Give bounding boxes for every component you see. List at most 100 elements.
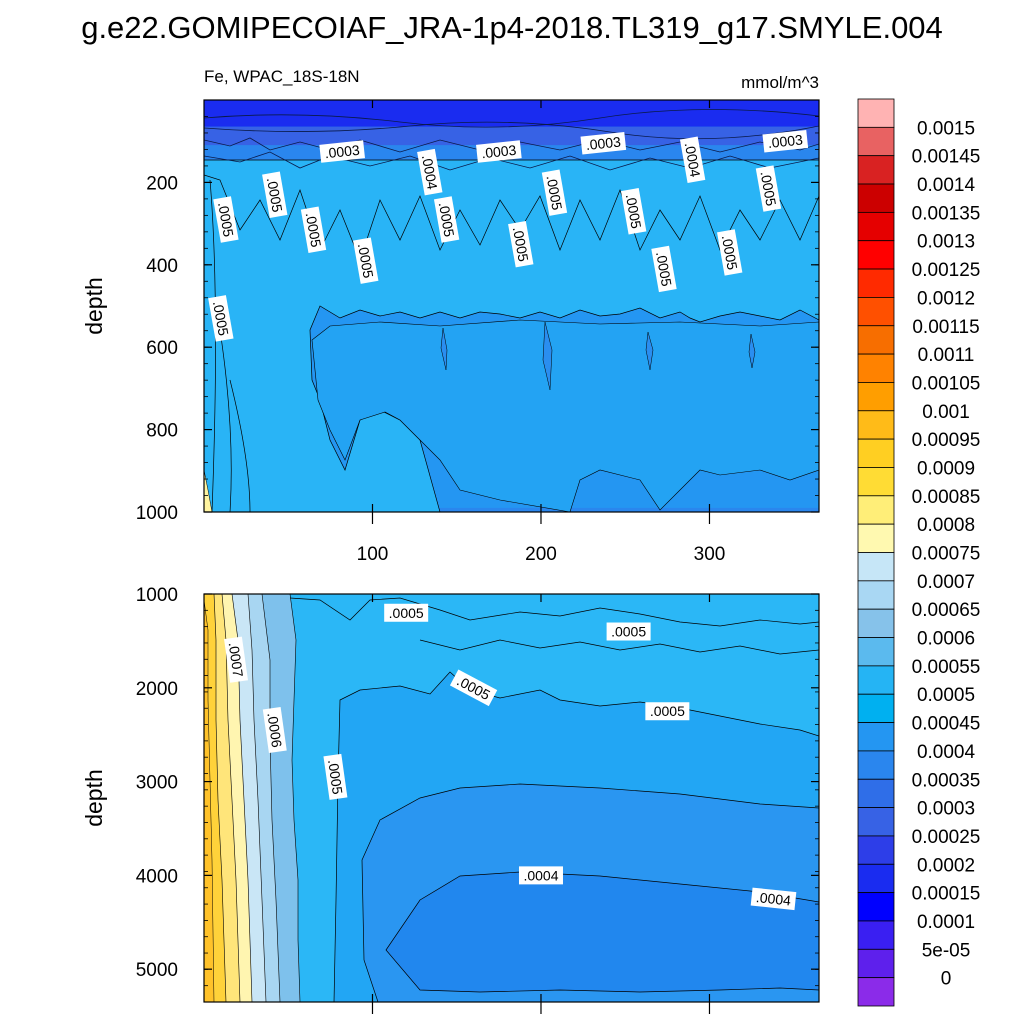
upper-left-contour-2 xyxy=(219,329,232,512)
upper-ytick-label: 200 xyxy=(146,173,178,194)
colorbar-swatch-27 xyxy=(857,863,895,894)
colorbar-swatch-0 xyxy=(857,98,895,128)
colorbar: 0.0015 0.00145 0.0014 0.00135 0.0013 0.00125 0… xyxy=(857,98,981,1007)
colorbar-label: 0.00135 xyxy=(912,203,981,224)
colorbar-label: 5e-05 xyxy=(922,940,971,961)
upper-xtick-label: 100 xyxy=(357,544,389,565)
colorbar-label: 0.00145 xyxy=(912,147,981,168)
lower-ytick-label: 4000 xyxy=(136,866,178,887)
colorbar-swatch-16 xyxy=(857,552,895,582)
svg-text:.0003: .0003 xyxy=(324,142,361,162)
upper-ytick-label: 1000 xyxy=(136,503,178,524)
svg-text:.0005: .0005 xyxy=(650,703,685,719)
lower-contour-label-7: .0004 xyxy=(518,866,563,885)
colorbar-swatch-10 xyxy=(857,382,895,412)
upper-contour-label-9: .0005 xyxy=(353,237,379,284)
lower-ytick-label: 1000 xyxy=(136,585,178,606)
colorbar-swatch-7 xyxy=(857,297,895,327)
lower-ytick-label: 3000 xyxy=(136,773,178,794)
colorbar-label: 0.0006 xyxy=(917,629,975,650)
upper-axes: 200 400 600 800 1000 100 200 300 xyxy=(136,99,819,565)
upper-contour-label-0: .0003 xyxy=(319,140,365,163)
upper-contour-0.0005 xyxy=(204,174,819,262)
upper-contour-label-1: .0003 xyxy=(476,140,522,163)
colorbar-swatch-17 xyxy=(857,580,895,610)
svg-text:.0005: .0005 xyxy=(389,605,424,621)
colorbar-swatch-3 xyxy=(857,183,895,213)
upper-ytick-label: 800 xyxy=(146,421,178,442)
upper-contour-label-16: .0005 xyxy=(755,165,782,212)
svg-text:.0004: .0004 xyxy=(419,153,441,190)
upper-contour-label-3: .0003 xyxy=(762,129,809,153)
upper-surface-contour-a xyxy=(204,109,819,128)
upper-xtick-label: 300 xyxy=(694,544,726,565)
lower-contour-label-4: .0007 xyxy=(224,636,248,683)
colorbar-swatch-26 xyxy=(857,835,895,865)
colorbar-swatch-30 xyxy=(857,948,895,979)
lower-contour-label-3: .0005 xyxy=(645,702,690,721)
lower-contour-label-1: .0005 xyxy=(606,622,651,641)
colorbar-label: 0 xyxy=(941,969,952,990)
upper-contour-labels: .0003 .0003 .0003 .0003 .0004 .0004 .0005 .0005… xyxy=(208,129,809,342)
colorbar-label: 0.001 xyxy=(922,402,970,423)
units-label: mmol/m^3 xyxy=(741,73,819,92)
svg-text:.0005: .0005 xyxy=(215,201,237,238)
lower-ytick-label: 2000 xyxy=(136,679,178,700)
upper-ytick-label: 600 xyxy=(146,338,178,359)
lower-contour-upper-a xyxy=(289,597,819,627)
colorbar-swatch-9 xyxy=(857,353,895,383)
colorbar-label: 0.00045 xyxy=(912,714,981,735)
colorbar-label: 0.0001 xyxy=(917,912,975,933)
colorbar-swatch-28 xyxy=(857,892,895,922)
colorbar-swatch-20 xyxy=(857,665,895,695)
upper-blob-4 xyxy=(748,333,756,369)
upper-frame xyxy=(203,99,820,513)
svg-text:.0005: .0005 xyxy=(758,170,780,207)
colorbar-label: 0.0012 xyxy=(917,288,975,309)
lower-contour-upper-b xyxy=(419,639,819,655)
colorbar-swatch-2 xyxy=(857,155,895,185)
svg-text:.0005: .0005 xyxy=(611,624,646,640)
svg-text:.0003: .0003 xyxy=(585,133,622,153)
svg-text:.0005: .0005 xyxy=(303,211,325,248)
colorbar-swatch-11 xyxy=(857,410,895,440)
svg-text:.0005: .0005 xyxy=(544,174,566,211)
lower-left-band-0.0009 xyxy=(204,599,215,1002)
colorbar-swatch-8 xyxy=(857,325,895,355)
svg-text:.0005: .0005 xyxy=(510,226,532,263)
lower-ylabel: depth xyxy=(81,769,107,827)
upper-ytick-label: 400 xyxy=(146,256,178,277)
lower-contour-label-8: .0004 xyxy=(750,887,797,911)
colorbar-swatch-15 xyxy=(857,523,895,553)
upper-core-0.0004 xyxy=(311,319,819,512)
colorbar-label: 0.0002 xyxy=(917,855,975,876)
colorbar-swatch-18 xyxy=(857,608,895,638)
colorbar-swatch-12 xyxy=(857,438,895,468)
svg-text:.0005: .0005 xyxy=(436,201,458,238)
colorbar-label: 0.0009 xyxy=(917,458,975,479)
colorbar-label: 0.0003 xyxy=(917,799,975,820)
upper-contour-label-6: .0005 xyxy=(262,171,288,218)
upper-contour-label-8: .0005 xyxy=(300,206,327,254)
colorbar-label: 0.0013 xyxy=(917,232,975,253)
upper-contour-label-12: .0005 xyxy=(508,220,534,268)
colorbar-swatch-21 xyxy=(857,693,895,723)
upper-xtick-label: 200 xyxy=(525,544,557,565)
svg-text:.0005: .0005 xyxy=(719,234,741,271)
colorbar-swatch-14 xyxy=(857,495,895,525)
colorbar-label: 0.00025 xyxy=(912,827,981,848)
colorbar-swatch-23 xyxy=(857,750,895,780)
colorbar-label: 0.00015 xyxy=(912,884,981,905)
region-label: Fe, WPAC_18S-18N xyxy=(204,67,360,86)
svg-text:.0005: .0005 xyxy=(264,176,286,213)
upper-band-5 xyxy=(204,507,819,512)
colorbar-label: 0.0008 xyxy=(917,515,975,536)
colorbar-swatch-25 xyxy=(857,807,895,837)
svg-text:.0007: .0007 xyxy=(226,641,247,678)
colorbar-swatch-6 xyxy=(857,268,895,298)
svg-text:.0006: .0006 xyxy=(264,712,285,749)
upper-contour-label-17: .0005 xyxy=(208,295,234,342)
colorbar-swatch-22 xyxy=(857,722,895,752)
upper-contour-label-11: .0005 xyxy=(541,169,568,216)
